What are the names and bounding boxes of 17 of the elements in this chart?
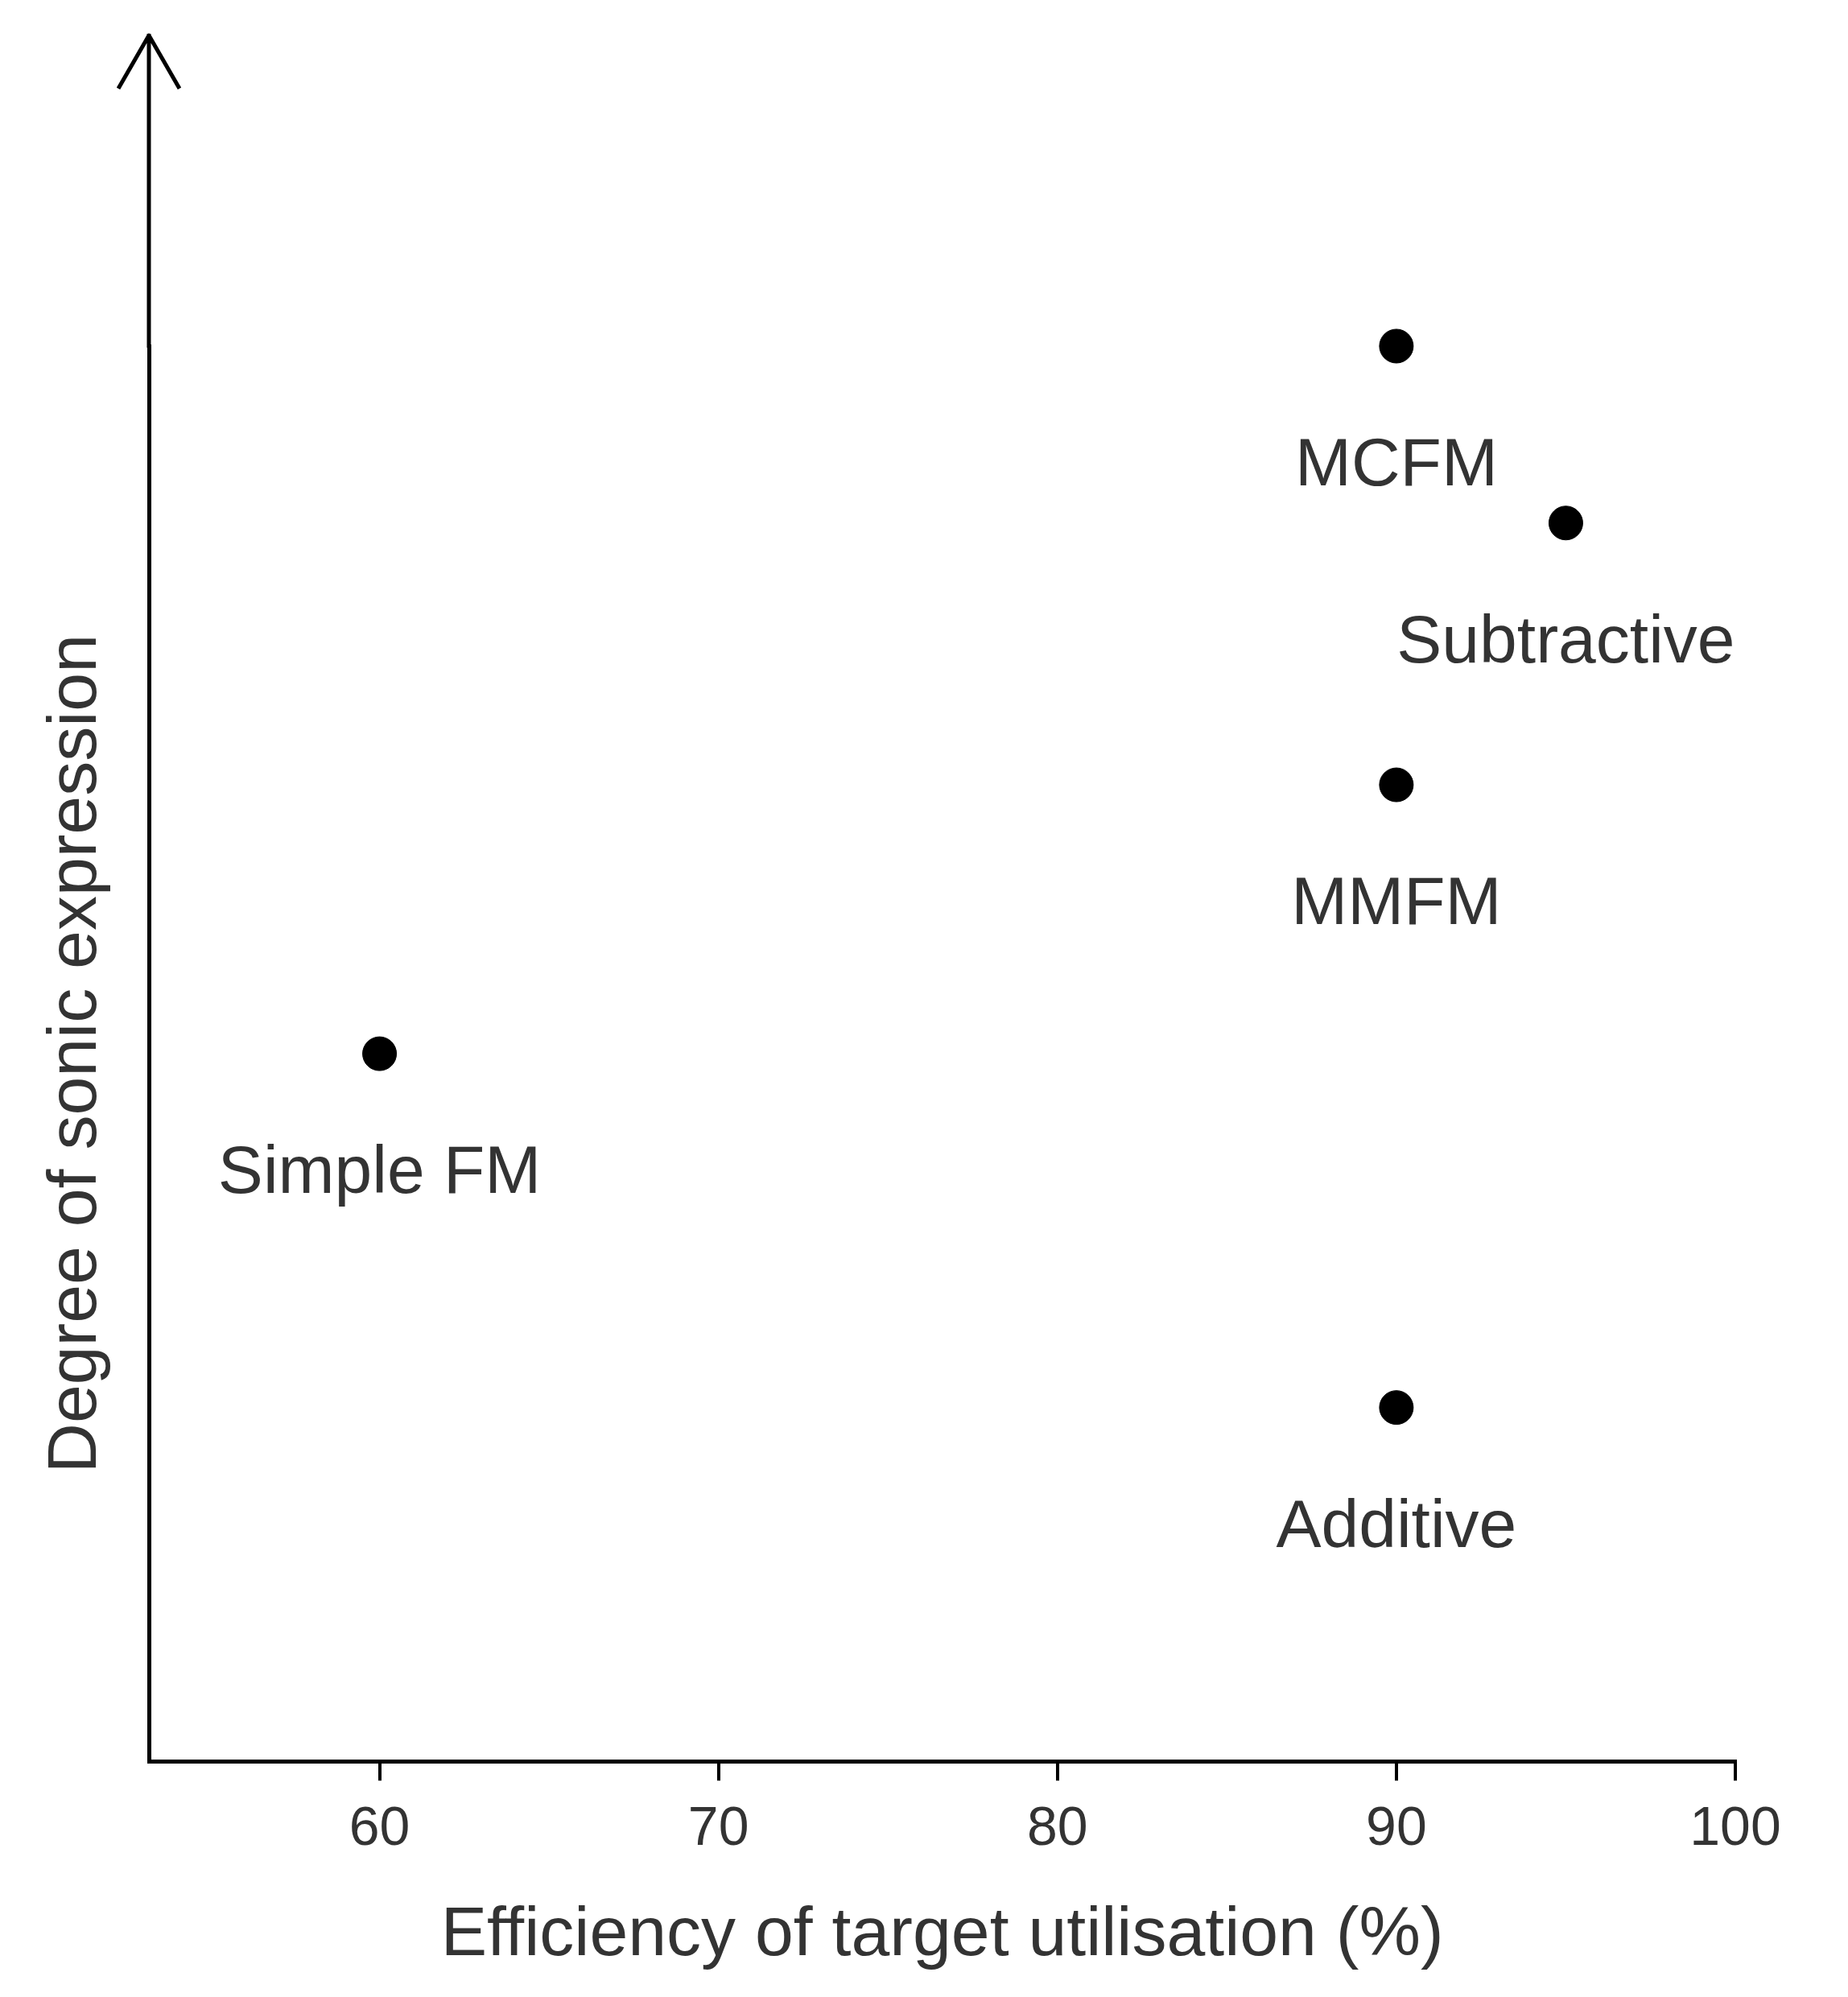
x-tick-label: 70 bbox=[687, 1794, 749, 1856]
x-axis-title: Efficiency of target utilisation (%) bbox=[440, 1892, 1444, 1970]
annotation: MMFM bbox=[1291, 863, 1502, 939]
annotation: Additive bbox=[1276, 1485, 1517, 1562]
annotation: Simple FM bbox=[217, 1132, 542, 1208]
x-tick-label: 80 bbox=[1026, 1794, 1088, 1856]
x-tick-label: 60 bbox=[349, 1794, 410, 1856]
point bbox=[362, 1036, 398, 1071]
point bbox=[1379, 767, 1414, 803]
point bbox=[1379, 1390, 1414, 1426]
annotation: MCFM bbox=[1294, 424, 1498, 501]
y-axis-title: Degree of sonic expression bbox=[33, 634, 111, 1474]
annotation: Subtractive bbox=[1396, 600, 1735, 677]
point bbox=[1379, 328, 1414, 364]
x-tick-label: 100 bbox=[1689, 1794, 1781, 1856]
point bbox=[1548, 505, 1583, 541]
x-tick-label: 90 bbox=[1366, 1794, 1427, 1856]
